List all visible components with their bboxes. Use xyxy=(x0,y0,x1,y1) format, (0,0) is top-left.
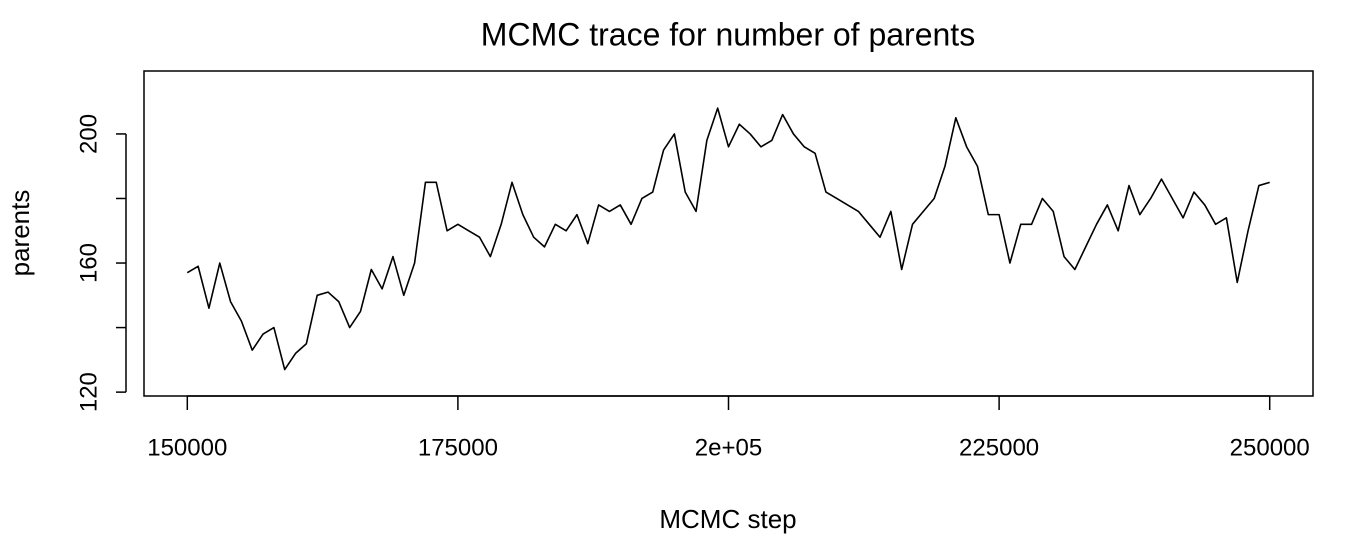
y-axis-label: parents xyxy=(5,190,35,277)
trace-line xyxy=(186,107,1270,371)
y-tick-label: 200 xyxy=(75,114,102,154)
x-tick-label: 250000 xyxy=(1230,434,1310,461)
y-tick-label: 120 xyxy=(75,372,102,412)
chart-title: MCMC trace for number of parents xyxy=(481,16,975,52)
x-tick-label: 2e+05 xyxy=(695,434,762,461)
x-tick-label: 225000 xyxy=(959,434,1039,461)
plot-frame xyxy=(143,70,1314,397)
x-axis-label: MCMC step xyxy=(659,504,796,534)
y-tick-label: 160 xyxy=(75,243,102,283)
x-tick-label: 150000 xyxy=(147,434,227,461)
x-tick-label: 175000 xyxy=(418,434,498,461)
